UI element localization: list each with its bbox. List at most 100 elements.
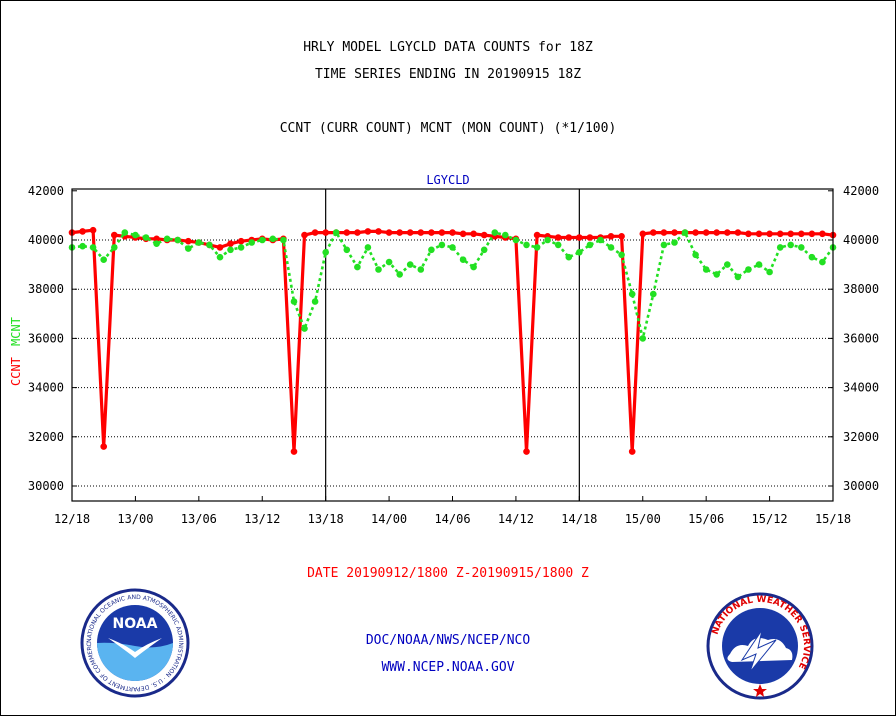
series-group (68, 226, 837, 455)
data-point-ccnt (470, 230, 477, 238)
y-tick-label-right: 34000 (843, 381, 879, 395)
data-point-ccnt (639, 230, 647, 238)
data-point-mcnt (808, 253, 816, 261)
data-point-ccnt (480, 231, 488, 239)
data-point-ccnt (216, 244, 224, 251)
data-point-mcnt (354, 263, 361, 271)
x-tick-label: 13/00 (117, 512, 153, 526)
x-tick-label: 13/18 (308, 512, 344, 526)
data-point-ccnt (428, 229, 435, 236)
data-point-ccnt (396, 229, 404, 236)
data-point-mcnt (724, 261, 731, 268)
y-tick-label-left: 40000 (28, 233, 64, 247)
data-point-mcnt (163, 235, 171, 243)
data-point-mcnt (269, 235, 277, 243)
data-point-mcnt (681, 229, 689, 236)
data-point-ccnt (100, 443, 107, 450)
data-point-mcnt (406, 261, 414, 268)
data-point-ccnt (533, 231, 541, 239)
data-point-mcnt (449, 244, 456, 251)
data-point-mcnt (174, 236, 181, 244)
data-point-ccnt (354, 229, 361, 236)
data-point-mcnt (142, 234, 150, 241)
y-tick-label-right: 30000 (843, 479, 879, 493)
data-point-ccnt (364, 228, 372, 235)
data-point-mcnt (396, 271, 404, 278)
data-point-ccnt (111, 231, 118, 239)
data-point-mcnt (121, 229, 129, 236)
x-tick-label: 15/12 (752, 512, 788, 526)
data-point-mcnt (438, 241, 446, 249)
data-point-ccnt (787, 230, 794, 238)
data-point-mcnt (332, 229, 340, 236)
data-point-mcnt (628, 290, 636, 298)
data-point-mcnt (776, 244, 784, 251)
y-axis-label-ccnt: CCNT (9, 357, 23, 386)
chart-title-lgycld: LGYCLD (426, 173, 469, 187)
data-point-mcnt (290, 298, 298, 305)
series-line-ccnt (71, 228, 834, 454)
data-point-mcnt (206, 241, 213, 249)
data-point-ccnt (79, 228, 86, 235)
data-point-mcnt (650, 290, 657, 298)
data-point-mcnt (153, 240, 160, 247)
data-point-mcnt (259, 236, 266, 244)
data-point-mcnt (734, 273, 742, 281)
data-point-mcnt (89, 244, 97, 251)
data-point-ccnt (385, 229, 393, 236)
data-point-mcnt (227, 246, 234, 254)
y-tick-label-right: 36000 (843, 331, 879, 345)
data-point-mcnt (554, 241, 562, 249)
data-point-mcnt (639, 335, 647, 342)
x-tick-label: 13/12 (244, 512, 280, 526)
data-point-mcnt (745, 266, 752, 273)
data-point-ccnt (417, 229, 425, 236)
data-point-ccnt (755, 230, 763, 238)
data-point-mcnt (111, 244, 118, 251)
data-point-ccnt (766, 230, 773, 238)
data-point-mcnt (502, 231, 509, 239)
y-tick-label-left: 36000 (28, 331, 64, 345)
ncep-url-link[interactable]: WWW.NCEP.NOAA.GOV (381, 660, 515, 675)
x-tick-label: 14/18 (561, 512, 597, 526)
x-tick-label: 15/06 (688, 512, 724, 526)
data-point-mcnt (607, 244, 615, 251)
data-point-ccnt (724, 229, 731, 236)
page-title-line1: HRLY MODEL LGYCLD DATA COUNTS for 18Z (303, 40, 593, 55)
data-point-ccnt (153, 235, 160, 243)
data-point-ccnt (660, 229, 668, 236)
data-point-mcnt (343, 246, 351, 254)
data-point-ccnt (576, 234, 583, 241)
data-point-mcnt (280, 236, 287, 244)
data-point-mcnt (100, 256, 107, 264)
data-point-ccnt (798, 230, 805, 238)
data-point-ccnt (459, 230, 467, 238)
data-point-ccnt (301, 231, 308, 239)
data-point-mcnt (480, 246, 488, 254)
data-point-ccnt (322, 229, 330, 236)
y-tick-label-right: 38000 (843, 282, 879, 296)
data-point-ccnt (438, 229, 446, 236)
data-point-mcnt (301, 325, 308, 332)
x-tick-label: 15/00 (625, 512, 661, 526)
data-point-ccnt (449, 229, 456, 236)
data-point-mcnt (713, 271, 720, 278)
data-point-ccnt (375, 228, 382, 235)
data-point-ccnt (671, 229, 678, 236)
data-point-mcnt (185, 245, 192, 252)
data-point-ccnt (565, 234, 573, 241)
data-point-ccnt (185, 237, 192, 245)
data-point-mcnt (755, 261, 763, 268)
x-tick-label: 15/18 (815, 512, 851, 526)
data-point-mcnt (364, 244, 372, 251)
data-point-mcnt (586, 241, 594, 249)
data-point-mcnt (216, 253, 224, 261)
data-point-mcnt (237, 244, 245, 251)
noaa-logo-icon: NOAA NATIONAL OCEANIC AND ATMOSPHERIC AD… (80, 588, 190, 698)
data-point-ccnt (554, 234, 562, 241)
data-point-mcnt (597, 236, 604, 244)
data-point-ccnt (692, 229, 699, 236)
data-point-mcnt (533, 244, 541, 251)
data-point-mcnt (311, 298, 319, 305)
data-point-mcnt (79, 242, 86, 250)
